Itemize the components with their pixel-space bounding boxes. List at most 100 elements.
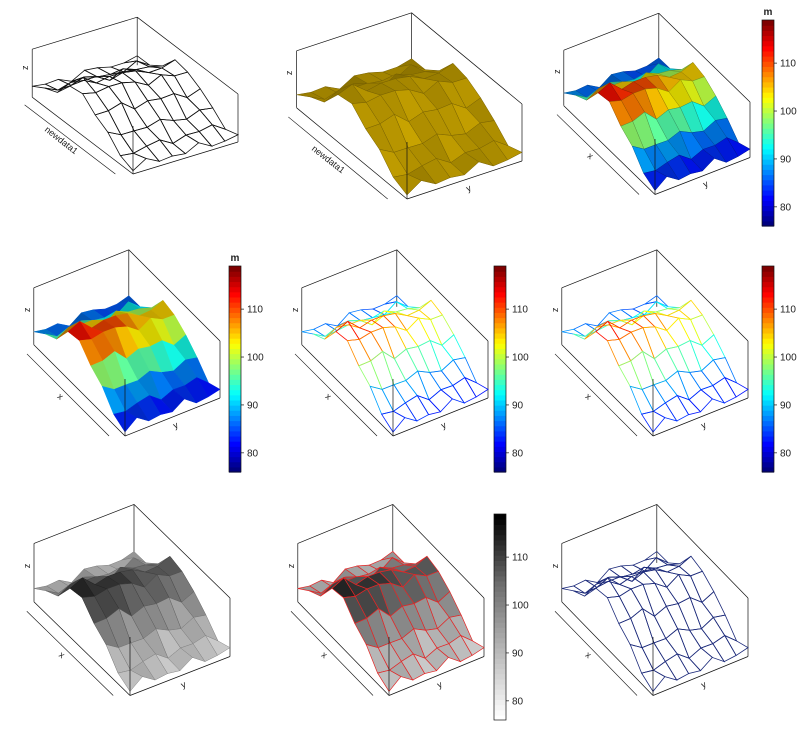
surface-facet (606, 338, 632, 367)
colorbar-band (229, 410, 241, 416)
colorbar-band (762, 332, 774, 339)
colorbar-band (494, 689, 506, 695)
colorbar-band (762, 451, 774, 458)
colorbar-band (494, 617, 506, 623)
colorbar-band (762, 456, 774, 463)
colorbar-band (494, 405, 506, 411)
box-front-edge (33, 601, 131, 696)
colorbar-band (762, 112, 774, 119)
colorbar-band (762, 25, 774, 31)
colorbar-band (229, 466, 241, 473)
colorbar-band (494, 456, 506, 463)
colorbar-band (762, 446, 774, 452)
colorbar-tick-label: 80 (512, 448, 524, 459)
colorbar-band (229, 456, 241, 463)
surface-facet (133, 126, 161, 147)
colorbar-band (494, 435, 506, 442)
colorbar-band (494, 441, 506, 447)
colorbar-band (762, 81, 774, 88)
surface-facet (94, 110, 122, 136)
colorbar-band (494, 291, 506, 298)
colorbar-band (762, 317, 774, 324)
z-axis-label: z (286, 563, 296, 568)
x-axis-label: x (583, 391, 593, 402)
colorbar-band (762, 107, 774, 114)
box-back-edge (33, 504, 135, 544)
surface-facet (667, 299, 692, 311)
colorbar-frame (761, 19, 775, 227)
surface-facet (370, 327, 396, 360)
colorbar-band (494, 302, 506, 308)
box-front-edge (392, 397, 489, 437)
colorbar-band (494, 694, 506, 700)
colorbar-band (229, 266, 241, 272)
surface-panel-9: x y z (550, 504, 749, 696)
colorbar-band (762, 384, 774, 391)
box-back-edge (33, 249, 129, 289)
surface-facet (618, 617, 643, 649)
box-front-edge (132, 141, 239, 175)
colorbar-band (494, 622, 506, 628)
surface-facet (369, 385, 395, 415)
colorbar-band (494, 658, 506, 664)
surface-panel-3: x y z 80 90 100 110 m (552, 7, 797, 227)
colorbar-tick-label: 90 (780, 400, 792, 411)
colorbar-band (762, 97, 774, 103)
surface-facet (689, 314, 715, 346)
box-back-edge (561, 249, 657, 289)
colorbar-band (762, 410, 774, 416)
colorbar-band (762, 348, 774, 355)
colorbar-band (762, 399, 774, 406)
colorbar-band (494, 678, 506, 685)
colorbar-tick-label: 100 (247, 353, 264, 364)
surface-facet (347, 319, 373, 329)
surface-facet (700, 643, 726, 663)
colorbar-tick-label: 100 (512, 353, 529, 364)
colorbar-band (762, 276, 774, 283)
surface-facet (185, 109, 213, 132)
colorbar-band (762, 343, 774, 349)
colorbar-band (494, 653, 506, 659)
colorbar-tick-label: 80 (247, 448, 259, 459)
colorbar-band (494, 363, 506, 370)
colorbar-band (229, 399, 241, 406)
colorbar-band (494, 709, 506, 716)
surface-facet (641, 350, 667, 386)
box-front-edge (406, 160, 523, 200)
box-back-edge (301, 249, 397, 289)
colorbar-band (494, 389, 506, 396)
colorbar-band (494, 704, 506, 711)
colorbar-band (494, 591, 506, 597)
colorbar-tick-label: 90 (512, 400, 524, 411)
colorbar-band (494, 699, 506, 706)
colorbar-band (229, 461, 241, 468)
colorbar-tick-label: 80 (780, 202, 792, 213)
colorbar-tick-label: 110 (512, 305, 528, 316)
colorbar-band (762, 296, 774, 303)
colorbar-tick-label: 110 (512, 553, 528, 564)
surface-facet (428, 389, 453, 413)
surface-facet (688, 389, 713, 413)
surface-facet (652, 402, 678, 422)
box-front-edge (33, 344, 126, 437)
surface-facet (173, 92, 201, 120)
surface-facet (381, 384, 406, 412)
surface-facet (132, 145, 161, 162)
colorbar-band (494, 451, 506, 458)
box-back-edge (133, 504, 231, 599)
colorbar-band (762, 363, 774, 370)
colorbar-band (494, 596, 506, 603)
colorbar-band (494, 379, 506, 386)
box-front-edge (388, 656, 485, 696)
surface-facet (108, 82, 136, 110)
colorbar-band (762, 389, 774, 396)
colorbar-band (229, 358, 241, 365)
box-front-edge (296, 107, 408, 200)
colorbar-band (494, 575, 506, 582)
box-back-edge (396, 249, 489, 342)
colorbar-band (762, 374, 774, 380)
surface-facet (723, 634, 749, 656)
box-back-edge (656, 504, 749, 599)
y-axis-label: y (464, 183, 473, 194)
